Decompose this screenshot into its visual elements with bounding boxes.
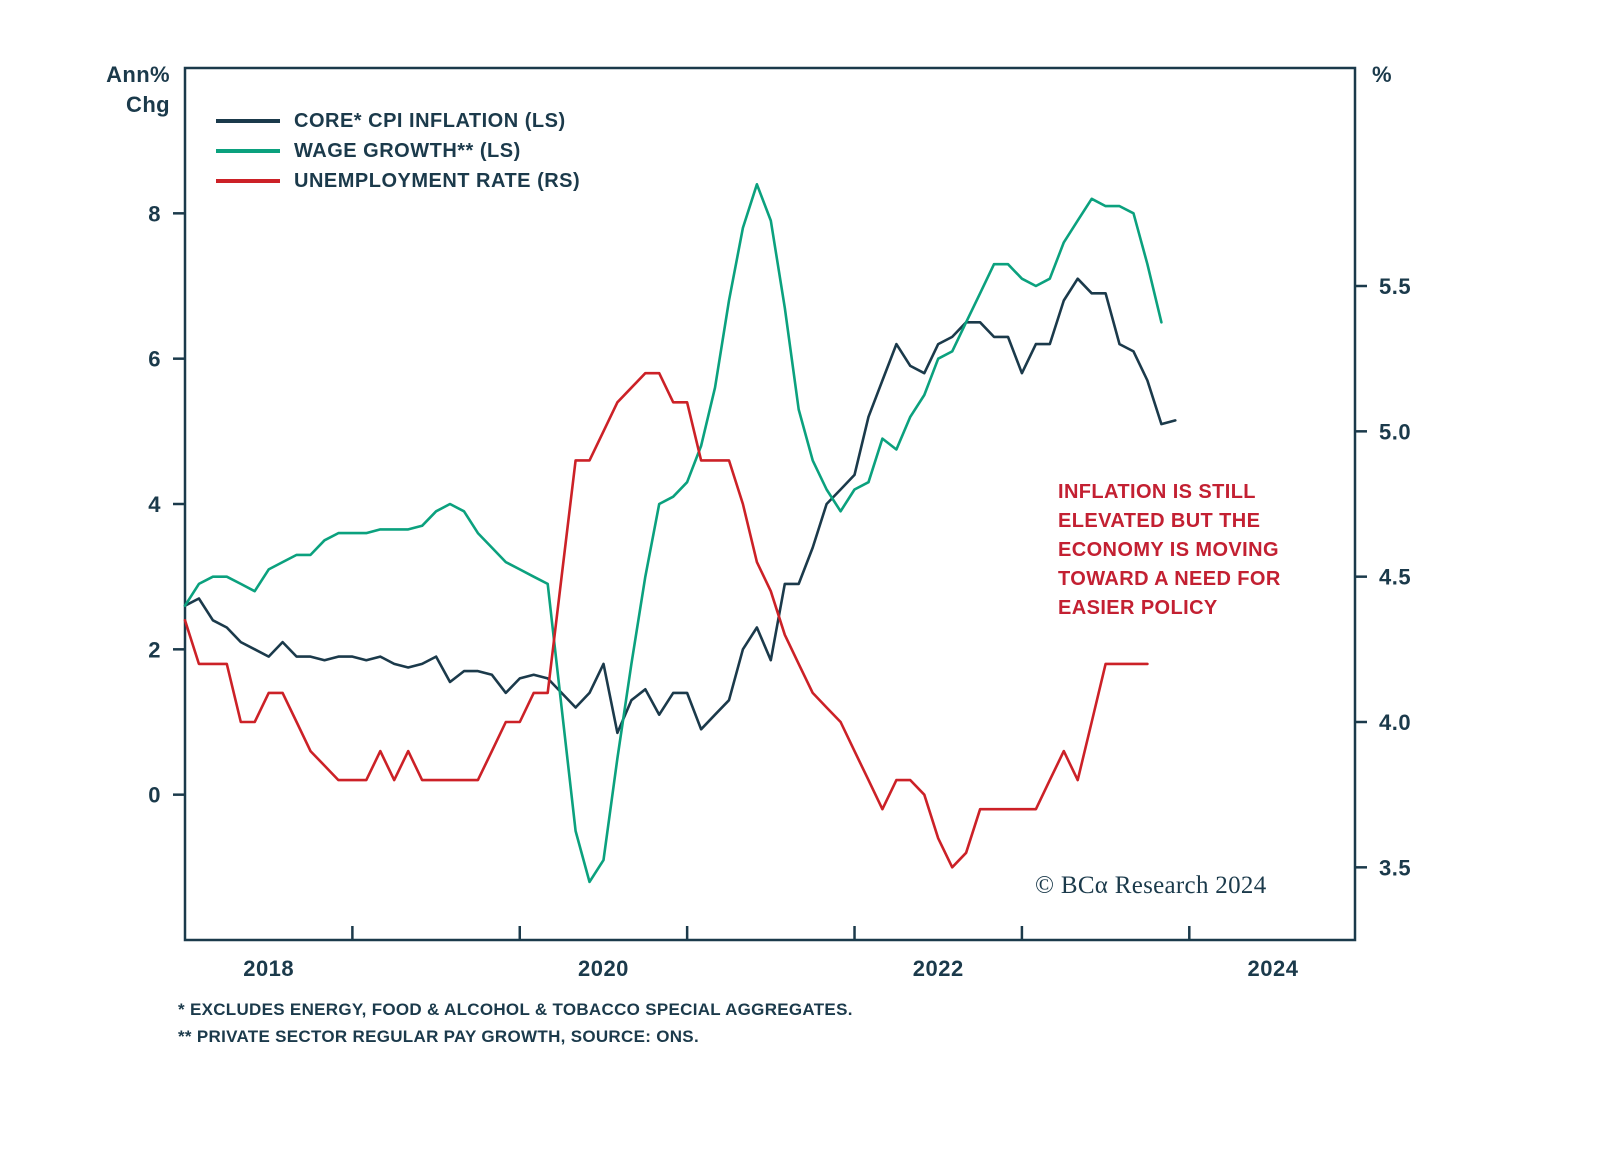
wage-growth-line-swatch bbox=[216, 149, 280, 153]
svg-text:5.5: 5.5 bbox=[1379, 274, 1411, 299]
wage-growth-line bbox=[183, 183, 1163, 884]
svg-text:2022: 2022 bbox=[913, 956, 964, 981]
annotation-text: INFLATION IS STILL ELEVATED BUT THE ECON… bbox=[1058, 481, 1281, 619]
svg-text:2: 2 bbox=[148, 637, 161, 662]
copyright-text: © BCα Research 2024 bbox=[1035, 872, 1267, 899]
unemployment-rate-line bbox=[183, 371, 1149, 869]
svg-text:5.0: 5.0 bbox=[1379, 419, 1411, 444]
legend-label-core-cpi: CORE* CPI INFLATION (LS) bbox=[294, 109, 566, 132]
footnotes: * EXCLUDES ENERGY, FOOD & ALCOHOL & TOBA… bbox=[178, 996, 853, 1050]
legend-item-wage-growth: WAGE GROWTH** (LS) bbox=[216, 136, 580, 166]
core-cpi-inflation-line bbox=[183, 277, 1177, 735]
core-cpi-line-swatch bbox=[216, 119, 280, 123]
footnote-1: * EXCLUDES ENERGY, FOOD & ALCOHOL & TOBA… bbox=[178, 1000, 853, 1019]
legend-item-unemployment: UNEMPLOYMENT RATE (RS) bbox=[216, 166, 580, 196]
svg-text:4: 4 bbox=[148, 492, 161, 517]
left-axis-unit-line1: Ann% bbox=[106, 62, 170, 87]
legend: CORE* CPI INFLATION (LS) WAGE GROWTH** (… bbox=[216, 106, 580, 196]
svg-text:2018: 2018 bbox=[243, 956, 294, 981]
svg-text:8: 8 bbox=[148, 201, 161, 226]
legend-label-unemployment: UNEMPLOYMENT RATE (RS) bbox=[294, 169, 581, 192]
right-axis-unit-label: % bbox=[1372, 62, 1392, 87]
svg-text:4.0: 4.0 bbox=[1379, 710, 1411, 735]
footnote-2: ** PRIVATE SECTOR REGULAR PAY GROWTH, SO… bbox=[178, 1027, 699, 1047]
svg-text:2024: 2024 bbox=[1248, 956, 1299, 981]
unemployment-line-swatch bbox=[216, 179, 280, 183]
svg-text:4.5: 4.5 bbox=[1379, 565, 1411, 590]
svg-text:6: 6 bbox=[148, 347, 161, 372]
legend-item-core-cpi: CORE* CPI INFLATION (LS) bbox=[216, 106, 580, 136]
svg-text:3.5: 3.5 bbox=[1379, 855, 1411, 880]
left-axis-unit-line2: Chg bbox=[126, 91, 170, 117]
svg-text:0: 0 bbox=[148, 783, 161, 808]
svg-text:2020: 2020 bbox=[578, 956, 629, 981]
legend-label-wage-growth: WAGE GROWTH** (LS) bbox=[294, 139, 521, 162]
left-axis-unit-label: Ann% Chg bbox=[55, 60, 170, 119]
